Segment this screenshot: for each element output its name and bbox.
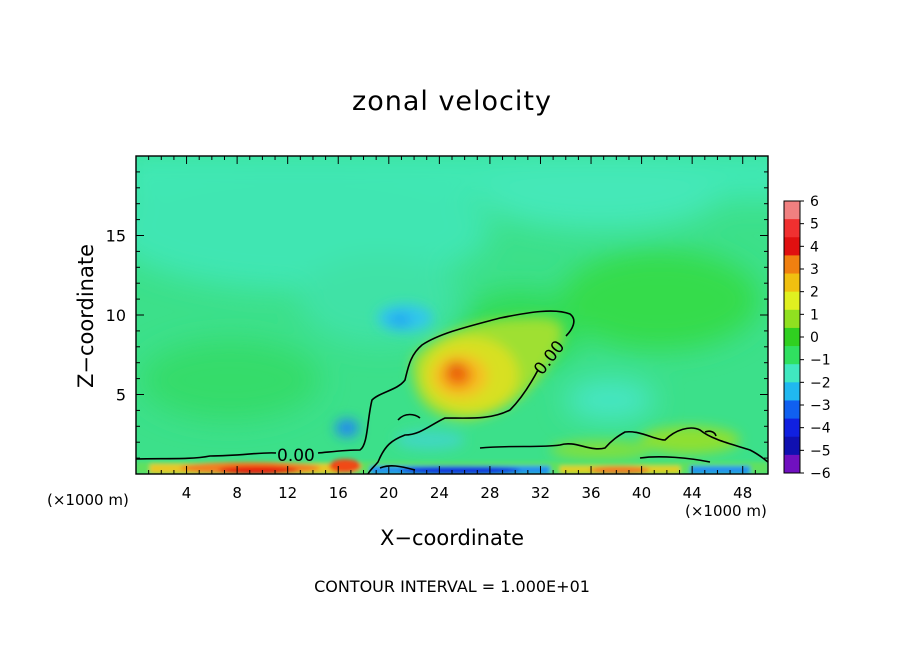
colorbar-swatch [784,237,800,256]
colorbar-swatch [784,201,800,220]
colorbar-tick-label: −4 [810,421,831,437]
contour-label: 0.00 [277,446,315,466]
contour-interval-footer: CONTOUR INTERVAL = 1.000E+01 [314,577,590,596]
x-tick-label: 16 [329,484,348,502]
x-tick-label: 48 [733,484,752,502]
colorbar-tick-label: 2 [810,285,819,301]
colorbar-swatch [784,454,800,474]
x-axis-label: X−coordinate [380,526,524,550]
y-tick-label: 5 [116,386,126,405]
heatmap-field [136,156,768,474]
x-tick-label: 4 [182,484,192,502]
colorbar-swatch [784,291,800,311]
colorbar-swatch [784,219,800,238]
x-tick-label: 24 [430,484,449,502]
colorbar-tick-label: 5 [810,217,819,233]
colorbar-swatch [784,400,800,420]
x-tick-label: 8 [232,484,242,502]
colorbar-swatch [784,418,800,438]
y-tick-label: 10 [106,306,126,325]
x-tick-label: 28 [480,484,499,502]
chart-title: zonal velocity [352,86,552,117]
colorbar-tick-label: 6 [810,194,819,210]
colorbar-tick-label: −2 [810,375,831,391]
colorbar-tick-label: −5 [810,443,831,459]
colorbar-swatch [784,309,800,329]
x-unit-right: (×1000 m) [685,502,767,520]
colorbar-swatch [784,327,800,347]
y-axis-label: Z−coordinate [74,244,98,388]
colorbar-tick-label: 3 [810,262,819,278]
colorbar-tick-label: −1 [810,353,831,369]
x-tick-label: 36 [581,484,600,502]
x-tick-label: 32 [531,484,550,502]
colorbar-swatch [784,346,800,365]
x-tick-label: 20 [379,484,398,502]
colorbar-tick-label: 1 [810,307,819,323]
colorbar-tick-label: 0 [810,330,819,346]
colorbar-tick-label: −6 [810,466,831,482]
colorbar: 6 5 4 3 2 1 0 −1 −2 −3 −4 −5 −6 [783,194,831,482]
colorbar-swatch [784,382,800,401]
x-unit-left: (×1000 m) [47,491,129,509]
x-tick-label: 12 [278,484,297,502]
colorbar-swatch [784,436,800,456]
colorbar-swatch [784,364,800,383]
zero-contour [136,310,768,474]
colorbar-tick-label: −3 [810,398,831,414]
x-tick-label: 44 [683,484,702,502]
colorbar-tick-label: 4 [810,239,819,255]
x-tick-label: 40 [632,484,651,502]
colorbar-swatch [784,255,800,275]
y-tick-label: 15 [106,227,126,246]
colorbar-swatch [784,273,800,293]
